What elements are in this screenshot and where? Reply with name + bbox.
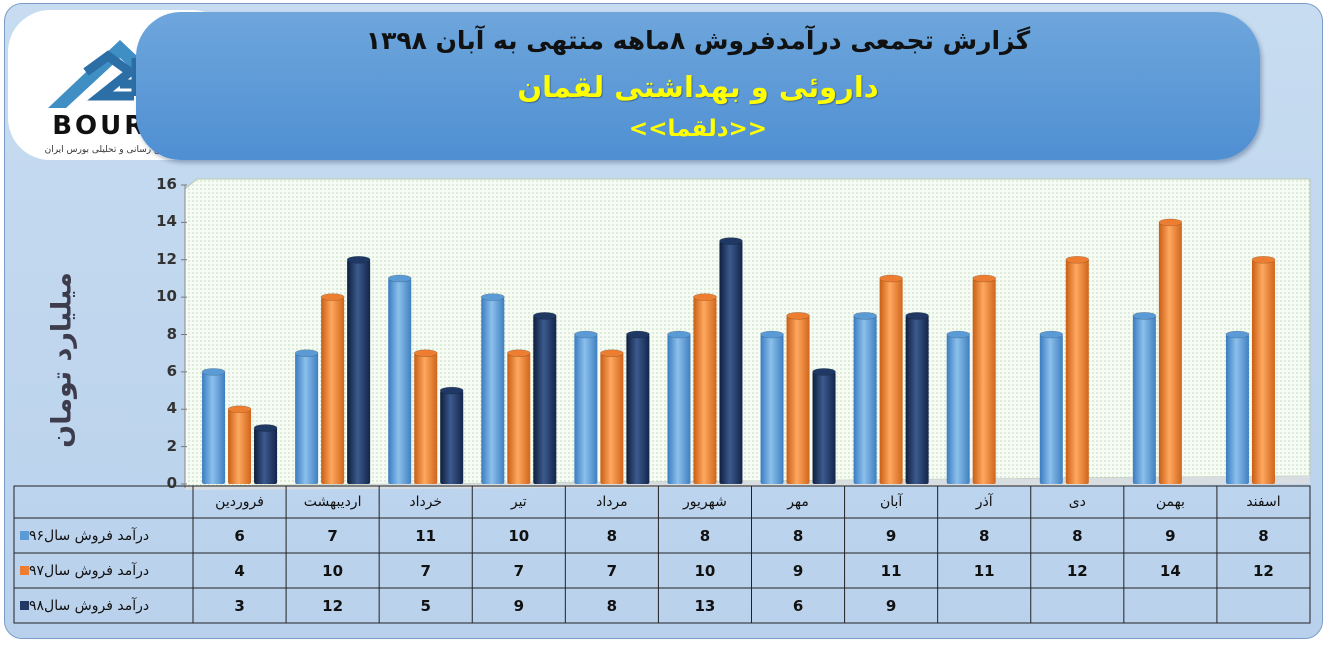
bar-s0-3 xyxy=(480,293,505,484)
bar-s1-11 xyxy=(1251,255,1276,484)
bar-s2-4 xyxy=(626,330,650,484)
bar-s1-3 xyxy=(506,349,531,484)
bar-s0-8 xyxy=(946,330,971,484)
company-name: داروئی و بهداشتی لقمان xyxy=(517,70,879,104)
bar-s0-10 xyxy=(1132,312,1157,484)
bar-s2-5 xyxy=(719,237,743,484)
title-banner: گزارش تجمعی درآمدفروش ۸ماهه منتهی به آبا… xyxy=(136,12,1260,160)
bar-s1-4 xyxy=(600,349,624,484)
bar-s1-0 xyxy=(227,405,252,484)
bar-s1-9 xyxy=(1065,255,1090,484)
bar-s2-1 xyxy=(346,255,371,484)
bar-s0-1 xyxy=(294,349,319,484)
bar-s0-11 xyxy=(1225,330,1250,484)
bar-s1-5 xyxy=(693,293,717,484)
bar-s1-1 xyxy=(320,293,345,484)
bar-s1-8 xyxy=(972,274,997,484)
bar-s1-6 xyxy=(786,312,810,484)
bar-s0-0 xyxy=(201,368,226,484)
bar-s1-7 xyxy=(879,274,903,484)
table-border xyxy=(13,485,1311,624)
ticker-symbol: <<دلقما>> xyxy=(628,116,768,142)
bar-s2-6 xyxy=(812,368,836,484)
bar-s0-6 xyxy=(760,330,784,484)
bar-s2-7 xyxy=(905,312,929,484)
bar-s2-2 xyxy=(439,386,464,484)
chart-title: گزارش تجمعی درآمدفروش ۸ماهه منتهی به آبا… xyxy=(365,26,1031,55)
bar-s0-5 xyxy=(667,330,691,484)
bar-s0-7 xyxy=(853,312,877,484)
bar-s2-3 xyxy=(532,312,557,484)
bar-s1-2 xyxy=(413,349,438,484)
bar-s0-2 xyxy=(387,274,412,484)
bar-s0-4 xyxy=(574,330,598,484)
bar-s0-9 xyxy=(1039,330,1064,484)
bar-s2-0 xyxy=(253,424,278,484)
bar-s1-10 xyxy=(1158,218,1183,484)
